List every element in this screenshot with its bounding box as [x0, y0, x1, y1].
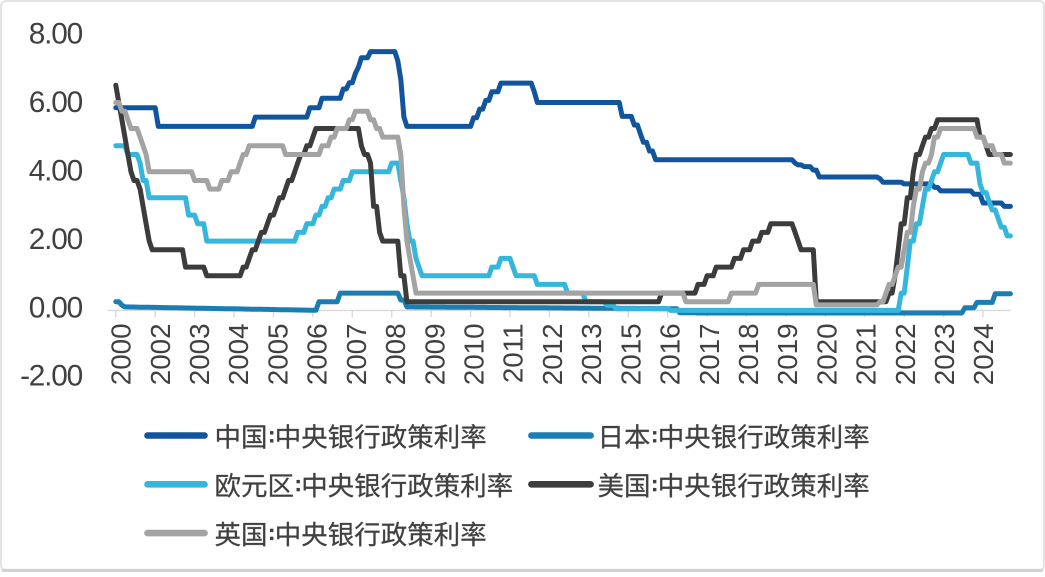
svg-text:2002: 2002	[145, 323, 176, 385]
svg-text:2.00: 2.00	[29, 223, 83, 256]
svg-text:2010: 2010	[459, 323, 490, 385]
svg-text:2020: 2020	[811, 323, 842, 385]
svg-text:6.00: 6.00	[29, 86, 83, 119]
svg-text:2023: 2023	[929, 323, 960, 385]
svg-text:2009: 2009	[419, 323, 450, 385]
svg-text:-2.00: -2.00	[20, 360, 83, 393]
svg-text:2003: 2003	[184, 323, 215, 385]
svg-text:2011: 2011	[498, 323, 529, 383]
svg-text:2004: 2004	[223, 323, 254, 385]
svg-text:2000: 2000	[106, 323, 137, 385]
svg-text:2022: 2022	[890, 323, 921, 385]
svg-text:2024: 2024	[968, 323, 999, 385]
svg-text:2016: 2016	[655, 323, 686, 385]
svg-text:2017: 2017	[694, 323, 725, 385]
svg-text:2012: 2012	[537, 323, 568, 385]
svg-text:2007: 2007	[341, 323, 372, 385]
svg-text:2008: 2008	[380, 323, 411, 385]
svg-text:2019: 2019	[772, 323, 803, 385]
svg-text:8.00: 8.00	[29, 18, 83, 51]
svg-text:2015: 2015	[615, 323, 646, 385]
svg-text:2005: 2005	[262, 323, 293, 385]
svg-text:2006: 2006	[302, 323, 333, 385]
svg-text:2021: 2021	[851, 323, 882, 385]
svg-text:2018: 2018	[733, 323, 764, 385]
svg-text:0.00: 0.00	[29, 291, 83, 324]
svg-text:2013: 2013	[576, 323, 607, 385]
svg-text:4.00: 4.00	[29, 154, 83, 187]
